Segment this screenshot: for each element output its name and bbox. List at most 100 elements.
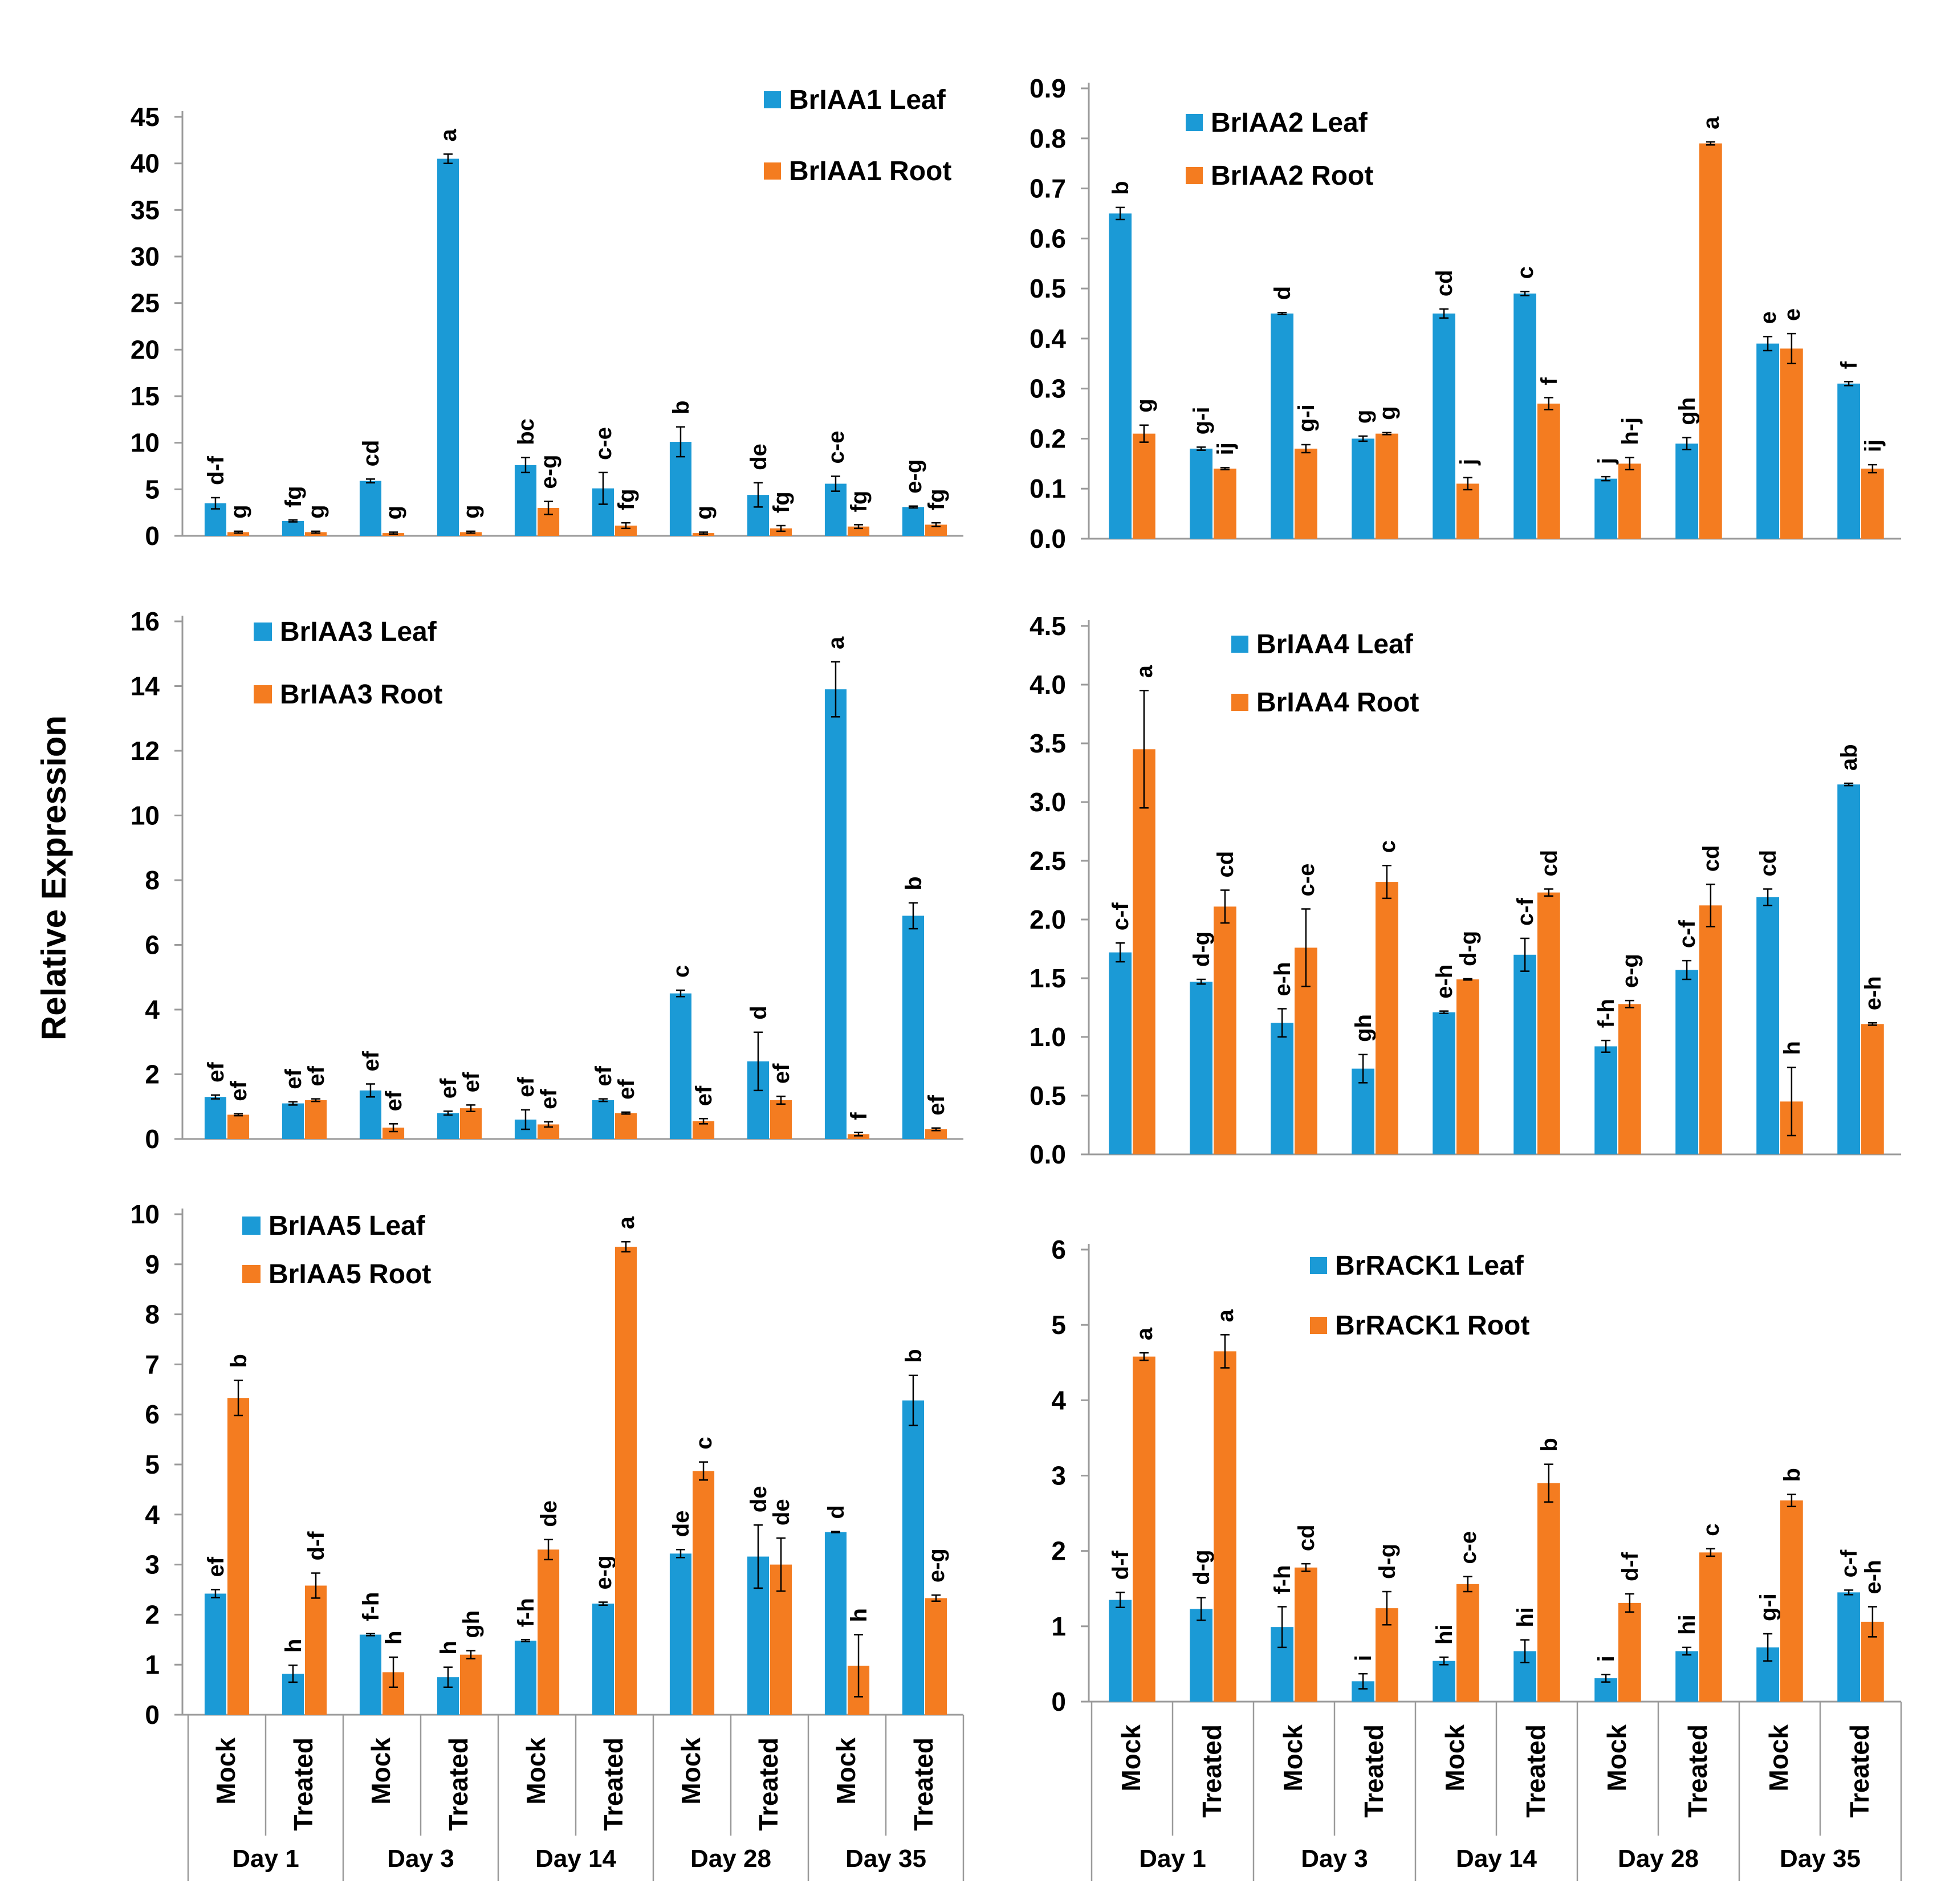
root-bar xyxy=(615,1247,637,1715)
root-bar xyxy=(1537,404,1560,539)
root-bar xyxy=(1537,892,1560,1154)
panel-brrack1: 0 1 2 3 4 5 6 d-f d-g f-h i hi hi i hi g-i c-f a a cd d-g c-e… xyxy=(1051,1235,1902,1881)
y-tick-label: 0.8 xyxy=(1030,124,1066,153)
legend-swatch xyxy=(242,1265,261,1283)
y-tick-label: 2.0 xyxy=(1030,905,1066,934)
significance-label: f-h xyxy=(1270,1565,1295,1594)
significance-label: e xyxy=(1780,308,1805,321)
significance-label: ef xyxy=(924,1095,949,1115)
y-tick-label: 0.0 xyxy=(1030,1140,1066,1169)
significance-label: b xyxy=(901,1349,926,1362)
y-tick-label: 2 xyxy=(1051,1536,1066,1566)
y-tick-label: 4 xyxy=(145,995,160,1024)
legend-label: BrIAA4 Leaf xyxy=(1256,629,1414,660)
significance-label: b xyxy=(1780,1468,1805,1482)
significance-label: a xyxy=(614,1216,639,1229)
significance-label: ef xyxy=(459,1072,484,1092)
significance-label: cd xyxy=(359,440,384,467)
significance-label: cd xyxy=(1213,851,1238,878)
legend-swatch xyxy=(1231,694,1248,711)
root-bar xyxy=(693,1471,715,1715)
y-tick-label: 40 xyxy=(131,149,160,178)
significance-label: j xyxy=(1456,459,1481,466)
significance-label: cd xyxy=(1537,850,1562,877)
leaf-bar xyxy=(1352,438,1374,539)
significance-label: ef xyxy=(514,1077,539,1097)
significance-label: f xyxy=(1837,361,1862,369)
leaf-bar xyxy=(282,1103,304,1139)
x-category-label: Treated xyxy=(1521,1724,1551,1818)
significance-label: b xyxy=(1537,1438,1562,1451)
significance-label: ef xyxy=(381,1091,406,1111)
leaf-bar xyxy=(282,520,304,536)
significance-label: ij xyxy=(1861,440,1886,452)
leaf-bar xyxy=(1513,293,1536,539)
leaf-bar xyxy=(669,993,691,1139)
x-group-label: Day 3 xyxy=(387,1845,454,1873)
significance-label: c-f xyxy=(1108,902,1133,931)
y-tick-label: 3.5 xyxy=(1030,729,1066,758)
y-tick-label: 4.5 xyxy=(1030,611,1066,641)
leaf-bar xyxy=(1675,970,1698,1154)
root-bar xyxy=(1376,882,1398,1154)
significance-label: de xyxy=(669,1511,694,1537)
significance-label: g xyxy=(691,506,717,519)
significance-label: de xyxy=(746,1486,771,1513)
y-tick-label: 10 xyxy=(131,428,160,458)
root-bar xyxy=(1376,433,1398,539)
significance-label: g xyxy=(304,505,329,518)
significance-label: e-h xyxy=(1270,962,1295,996)
significance-label: fg xyxy=(614,489,639,510)
significance-label: c-e xyxy=(1456,1531,1481,1564)
significance-label: i xyxy=(1594,1655,1619,1662)
root-bar xyxy=(615,526,637,536)
y-tick-label: 45 xyxy=(131,102,160,132)
significance-label: c-e xyxy=(591,427,616,460)
panel-briaa4: 0.00.51.01.52.02.53.03.54.04.5c-fd-ge-hg… xyxy=(1030,611,1901,1169)
significance-label: hi xyxy=(1675,1614,1700,1635)
root-bar xyxy=(1456,1584,1479,1702)
leaf-bar xyxy=(1433,1012,1455,1154)
y-tick-label: 0.4 xyxy=(1030,324,1066,353)
y-tick-label: 4 xyxy=(145,1500,160,1529)
legend-swatch xyxy=(1310,1257,1327,1274)
significance-label: d-f xyxy=(204,455,229,485)
y-tick-label: 3 xyxy=(145,1550,160,1580)
significance-label: c xyxy=(1375,840,1400,853)
significance-label: c xyxy=(1699,1523,1724,1536)
y-tick-label: 14 xyxy=(131,672,160,701)
root-bar xyxy=(770,1100,792,1139)
x-group-label: Day 1 xyxy=(1139,1845,1206,1873)
root-bar xyxy=(770,528,792,536)
leaf-bar xyxy=(1109,952,1132,1154)
root-bar xyxy=(1456,483,1479,539)
significance-label: hi xyxy=(1432,1624,1457,1645)
significance-label: gh xyxy=(1675,397,1700,425)
significance-label: ef xyxy=(204,1062,229,1083)
leaf-bar xyxy=(1594,1046,1617,1154)
legend-label: BrRACK1 Leaf xyxy=(1335,1251,1524,1281)
y-tick-label: 12 xyxy=(131,736,160,766)
root-bar xyxy=(227,532,250,536)
y-tick-label: 0 xyxy=(145,521,160,551)
significance-label: ef xyxy=(436,1078,461,1099)
significance-label: f-h xyxy=(514,1598,539,1627)
y-tick-label: 5 xyxy=(145,474,160,504)
significance-label: ef xyxy=(359,1051,384,1071)
significance-label: cd xyxy=(1432,270,1457,296)
legend-swatch xyxy=(254,685,272,703)
x-group-label: Day 1 xyxy=(232,1845,299,1873)
x-category-label: Mock xyxy=(831,1738,861,1805)
significance-label: h xyxy=(847,1608,872,1622)
significance-label: fg xyxy=(847,491,872,512)
significance-label: a xyxy=(824,636,849,649)
root-bar xyxy=(1456,979,1479,1154)
significance-label: de xyxy=(536,1500,561,1527)
legend-label: BrIAA1 Root xyxy=(789,156,951,186)
y-tick-label: 0.2 xyxy=(1030,424,1066,453)
x-category-label: Mock xyxy=(676,1738,706,1805)
leaf-bar xyxy=(1756,343,1779,539)
significance-label: g-i xyxy=(1189,406,1214,434)
y-tick-label: 20 xyxy=(131,335,160,364)
